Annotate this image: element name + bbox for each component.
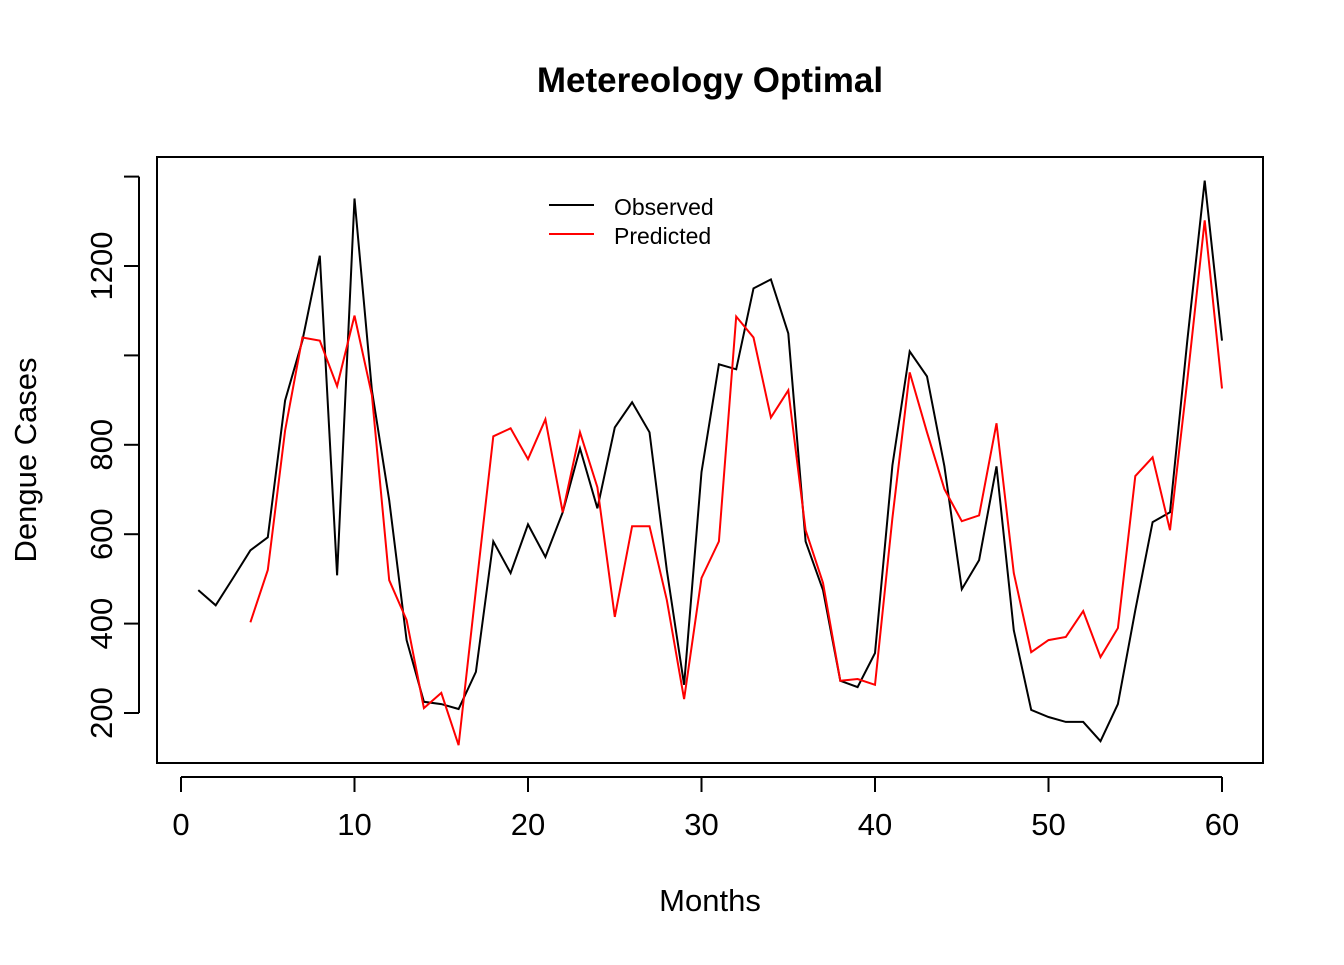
legend-label-predicted: Predicted xyxy=(614,223,711,249)
legend-label-observed: Observed xyxy=(614,194,714,220)
series-layer xyxy=(197,180,1223,746)
y-tick-label: 800 xyxy=(84,419,119,471)
series-line-observed xyxy=(197,180,1223,743)
x-axis-label: Months xyxy=(659,883,761,918)
x-axis: 0 10 20 30 40 50 60 xyxy=(172,776,1239,842)
legend: Observed Predicted xyxy=(549,194,714,249)
chart-title: Metereology Optimal xyxy=(537,61,883,100)
x-tick-label: 50 xyxy=(1031,807,1065,842)
x-tick-label: 30 xyxy=(684,807,718,842)
y-tick-label: 600 xyxy=(84,508,119,560)
series-line-predicted xyxy=(249,220,1223,746)
y-tick-label: 400 xyxy=(84,598,119,650)
y-tick-label: 200 xyxy=(84,687,119,739)
x-tick-label: 60 xyxy=(1205,807,1239,842)
plot-area-frame xyxy=(156,156,1264,764)
y-axis: 200 400 600 800 1200 xyxy=(84,175,140,739)
x-tick-label: 20 xyxy=(511,807,545,842)
y-tick-label: 1200 xyxy=(84,232,119,301)
y-axis-label: Dengue Cases xyxy=(8,357,43,562)
x-tick-label: 0 xyxy=(172,807,189,842)
x-tick-label: 40 xyxy=(858,807,892,842)
x-tick-label: 10 xyxy=(337,807,371,842)
